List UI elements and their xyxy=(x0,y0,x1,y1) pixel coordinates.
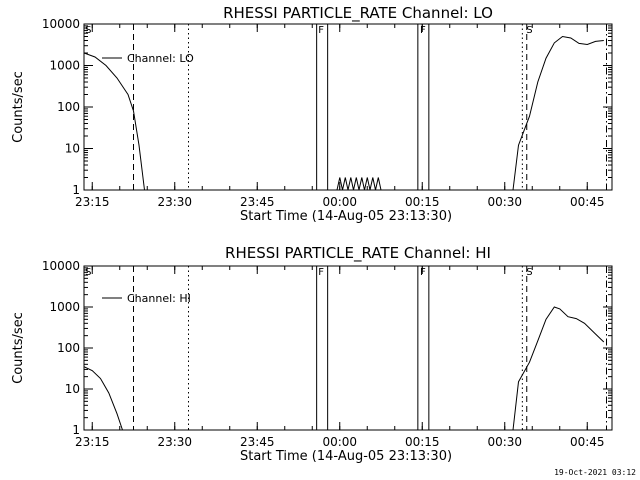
chart-panel-0: RHESSI PARTICLE_RATE Channel: LO Counts/s… xyxy=(11,4,613,224)
legend-label: Channel: LO xyxy=(127,52,194,65)
x-tick-label: 00:30 xyxy=(487,435,522,449)
x-tick-label: 23:45 xyxy=(240,195,275,209)
y-tick-label: 10000 xyxy=(42,259,80,273)
series-line-segment xyxy=(512,306,605,430)
footer-timestamp: 19-Oct-2021 03:12 xyxy=(554,468,636,477)
y-tick-label: 10000 xyxy=(42,17,80,31)
x-axis-label: Start Time (14-Aug-05 23:13:30) xyxy=(240,209,452,224)
x-tick-label: 23:30 xyxy=(157,435,192,449)
y-tick-label: 100 xyxy=(57,341,80,355)
plot-frame xyxy=(83,265,613,431)
x-tick-label: 23:15 xyxy=(75,195,110,209)
legend-label: Channel: HI xyxy=(127,292,191,305)
series-line-segment xyxy=(512,35,604,190)
event-marker-F: F xyxy=(318,267,324,278)
y-tick-label: 10 xyxy=(65,382,80,396)
x-tick-label: 23:45 xyxy=(240,435,275,449)
event-marker-F: F xyxy=(420,267,426,278)
event-marker-S: S xyxy=(526,267,532,278)
chart-panel-1: RHESSI PARTICLE_RATE Channel: HI Counts/s… xyxy=(11,244,613,464)
y-tick-label: 1000 xyxy=(49,59,80,73)
chart-title: RHESSI PARTICLE_RATE Channel: LO xyxy=(223,4,493,23)
y-tick-label: 1000 xyxy=(49,300,80,314)
x-axis-label: Start Time (14-Aug-05 23:13:30) xyxy=(240,449,452,464)
series-line-segment xyxy=(336,177,382,190)
x-tick-label: 23:15 xyxy=(75,435,110,449)
y-axis-label: Counts/sec xyxy=(11,71,26,143)
y-tick-label: 100 xyxy=(57,100,80,114)
event-marker-S: S xyxy=(85,25,91,36)
x-tick-label: 23:30 xyxy=(157,195,192,209)
x-tick-label: 00:45 xyxy=(570,435,605,449)
y-tick-label: 1 xyxy=(72,423,80,437)
y-tick-label: 1 xyxy=(72,183,80,197)
x-tick-label: 00:45 xyxy=(570,195,605,209)
event-marker-F: F xyxy=(318,25,324,36)
x-tick-label: 00:00 xyxy=(322,435,357,449)
x-tick-label: 00:30 xyxy=(487,195,522,209)
series-line-segment xyxy=(84,366,123,430)
y-tick-label: 10 xyxy=(65,142,80,156)
event-marker-S: S xyxy=(526,25,532,36)
chart-title: RHESSI PARTICLE_RATE Channel: HI xyxy=(225,244,491,263)
event-marker-F: F xyxy=(420,25,426,36)
y-axis-label: Counts/sec xyxy=(11,312,26,384)
event-marker-S: S xyxy=(85,267,91,278)
series-line-segment xyxy=(84,52,145,190)
x-tick-label: 00:00 xyxy=(322,195,357,209)
x-tick-label: 00:15 xyxy=(405,195,440,209)
plot-frame xyxy=(83,23,613,191)
x-tick-label: 00:15 xyxy=(405,435,440,449)
